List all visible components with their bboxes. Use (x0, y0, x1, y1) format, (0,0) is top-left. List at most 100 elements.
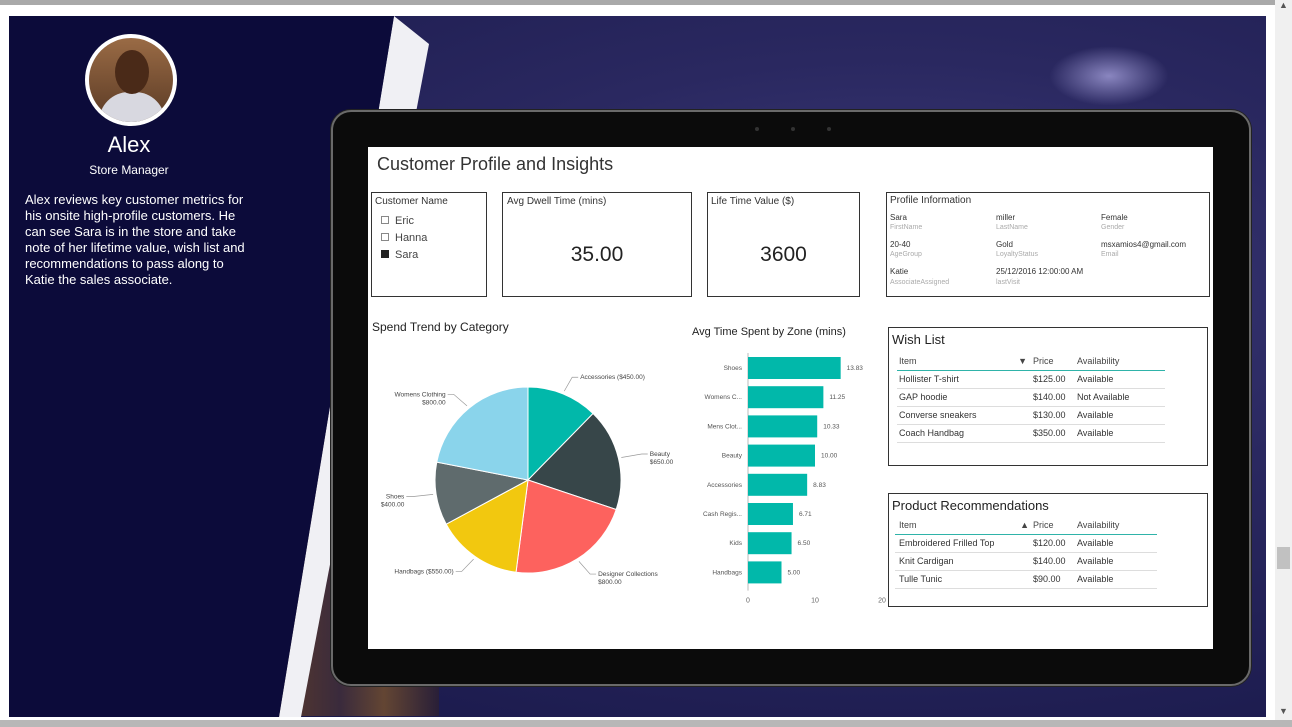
column-header-availability[interactable]: Availability (1077, 516, 1157, 535)
pie-leader-line (621, 453, 648, 458)
ceiling-light (1049, 46, 1169, 106)
pie-leader-line (455, 558, 474, 572)
bar[interactable] (748, 357, 841, 379)
tablet-sensor (827, 127, 831, 131)
bar-value-label: 13.83 (847, 365, 864, 372)
slicer-item-sara[interactable]: Sara (381, 249, 418, 261)
profile-loyalty: Gold (996, 240, 1013, 249)
tablet-sensor (755, 127, 759, 131)
bar[interactable] (748, 473, 808, 496)
column-header-availability[interactable]: Availability (1077, 352, 1165, 371)
profile-agegroup-label: AgeGroup (890, 251, 922, 258)
pie-slice[interactable] (527, 412, 622, 511)
tablet-camera-icon (791, 127, 795, 131)
bar[interactable] (748, 532, 792, 555)
profile-gender-label: Gender (1101, 224, 1125, 231)
profile-loyalty-label: LoyaltyStatus (996, 251, 1039, 258)
profile-information-card: Profile Information Sara FirstName mille… (886, 192, 1210, 297)
page-scrollbar[interactable]: ▲ ▼ (1275, 0, 1292, 720)
profile-gender: Female (1101, 213, 1128, 222)
bar[interactable] (748, 503, 793, 525)
dashboard-screen: Customer Profile and Insights Customer N… (368, 147, 1213, 649)
scroll-down-icon[interactable]: ▼ (1279, 706, 1288, 716)
pie-slice[interactable] (515, 479, 617, 574)
profile-firstname-label: FirstName (890, 224, 923, 231)
table-row[interactable]: Embroidered Frilled Top $120.00 Available (895, 534, 1157, 553)
bar[interactable] (748, 561, 782, 584)
bar-category-label: Shoes (724, 365, 743, 372)
slicer-item-hanna[interactable]: Hanna (381, 232, 427, 244)
pie-slice[interactable] (436, 386, 529, 481)
pie-slice-label: Accessories ($450.00) (580, 374, 645, 381)
profile-associate-label: AssociateAssigned (890, 279, 950, 286)
bar-category-label: Mens Clot... (707, 423, 742, 430)
checkbox-checked-icon[interactable] (381, 250, 389, 258)
bar-category-label: Accessories (707, 482, 743, 489)
bar-category-label: Cash Regis... (703, 511, 742, 518)
bar-category-label: Handbags (712, 569, 742, 576)
bar[interactable] (748, 415, 818, 438)
bar-value-label: 10.33 (823, 423, 840, 430)
bar-category-label: Kids (729, 540, 742, 547)
profile-lastname-label: LastName (996, 224, 1028, 231)
profile-email-label: Email (1101, 251, 1119, 258)
pie-chart-title: Spend Trend by Category (372, 320, 509, 334)
profile-lastvisit: 25/12/2016 12:00:00 AM (996, 267, 1084, 276)
bar-category-label: Womens C... (705, 394, 743, 401)
pie-slice-label: Designer Collections $800.00 (598, 571, 658, 586)
dwell-time-card: Avg Dwell Time (mins) 35.00 (502, 192, 692, 297)
pie-slice-label: Shoes $400.00 (381, 494, 405, 509)
lifetime-value-value: 3600 (760, 243, 807, 266)
checkbox-icon[interactable] (381, 216, 389, 224)
pie-slice-label: Womens Clothing $800.00 (394, 391, 446, 406)
column-header-item[interactable]: Item ▲ (895, 516, 1033, 535)
scroll-thumb[interactable] (1277, 547, 1290, 569)
customer-slicer[interactable]: Customer Name Eric Hanna Sara (371, 192, 487, 297)
column-header-price[interactable]: Price (1033, 352, 1077, 371)
bar[interactable] (748, 444, 815, 467)
table-row[interactable]: Hollister T-shirt $125.00 Available (897, 370, 1165, 389)
checkbox-icon[interactable] (381, 233, 389, 241)
bar-value-label: 8.83 (813, 482, 826, 489)
bar-value-label: 5.00 (788, 569, 801, 576)
dashboard-title: Customer Profile and Insights (377, 154, 614, 174)
persona-photo (89, 38, 173, 122)
persona-avatar (85, 34, 177, 126)
bar-value-label: 6.71 (799, 511, 812, 518)
profile-lastvisit-label: lastVisit (996, 279, 1020, 286)
pie-leader-line (563, 376, 579, 392)
wish-list-title: Wish List (892, 332, 945, 347)
column-header-item[interactable]: Item ▼ (897, 352, 1033, 371)
profile-lastname: miller (996, 213, 1016, 222)
pie-leader-line (447, 393, 468, 407)
pie-slice-label: Handbags ($550.00) (394, 568, 453, 575)
x-tick-label: 10 (811, 598, 819, 605)
bar[interactable] (748, 386, 824, 409)
table-row[interactable]: Knit Cardigan $140.00 Available (895, 552, 1157, 571)
table-row[interactable]: Tulle Tunic $90.00 Available (895, 570, 1157, 589)
slicer-title: Customer Name (375, 196, 448, 207)
dwell-time-value: 35.00 (570, 243, 624, 266)
wish-list-card: Wish List Item ▼ Price Availability Holli… (888, 327, 1208, 466)
x-tick-label: 20 (878, 598, 886, 605)
window-bottom-border (0, 720, 1292, 727)
lifetime-value-title: Life Time Value ($) (711, 196, 795, 207)
pie-slice[interactable] (445, 479, 529, 573)
table-row[interactable]: Converse sneakers $130.00 Available (897, 406, 1165, 425)
product-recommendations-card: Product Recommendations Item ▲ Price Avai… (888, 493, 1208, 607)
column-header-price[interactable]: Price (1033, 516, 1077, 535)
table-header-row: Item ▲ Price Availability (895, 516, 1157, 535)
pie-leader-line (406, 494, 434, 498)
scroll-up-icon[interactable]: ▲ (1279, 0, 1288, 10)
table-row[interactable]: Coach Handbag $350.00 Available (897, 424, 1165, 443)
sort-ascending-icon[interactable]: ▲ (1020, 519, 1029, 530)
persona-description: Alex reviews key customer metrics for hi… (25, 192, 245, 287)
bar-value-label: 6.50 (798, 540, 811, 547)
bar-value-label: 11.25 (829, 394, 845, 401)
pie-slice[interactable] (527, 386, 594, 482)
sort-descending-icon[interactable]: ▼ (1018, 355, 1027, 366)
table-row[interactable]: GAP hoodie $140.00 Not Available (897, 388, 1165, 407)
pie-slice-label: Beauty $650.00 (650, 451, 674, 466)
recommendations-title: Product Recommendations (892, 498, 1049, 513)
slicer-item-eric[interactable]: Eric (381, 215, 414, 227)
